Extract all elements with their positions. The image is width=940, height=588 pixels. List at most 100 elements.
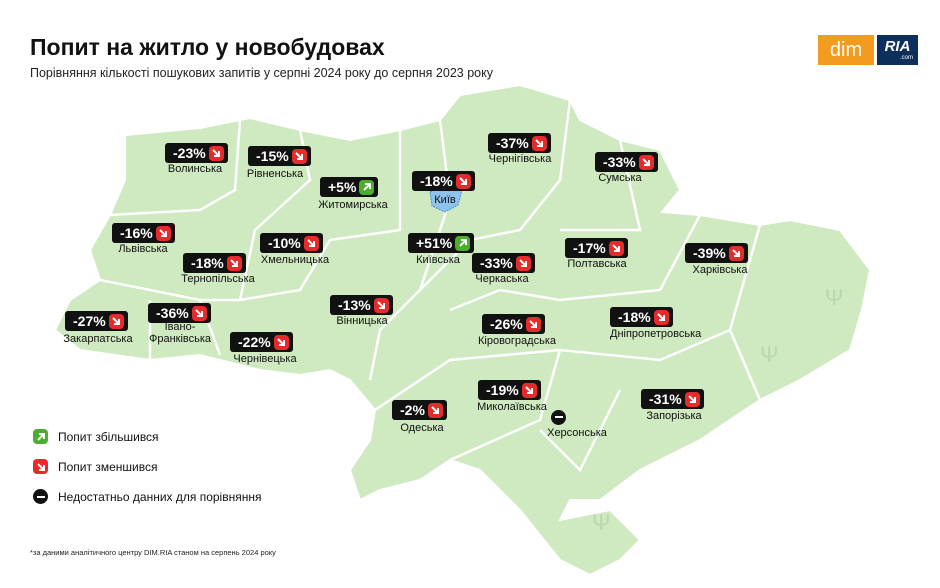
- trend-icon: [551, 409, 566, 425]
- trend-icon: [208, 145, 224, 161]
- change-badge: -13%: [330, 295, 393, 315]
- region-name: Дніпропетровська: [610, 328, 702, 340]
- arrow: [36, 495, 45, 498]
- arrow: [212, 149, 221, 157]
- region-name: Херсонська: [547, 427, 607, 439]
- trend-icon: [273, 334, 289, 350]
- region-name: Миколаївська: [477, 401, 547, 413]
- change-badge: +51%: [408, 233, 475, 253]
- region-name: Хмельницька: [260, 254, 330, 266]
- arrow: [459, 177, 468, 185]
- svg-text:Ψ: Ψ: [825, 285, 843, 310]
- trend-icon: [728, 245, 744, 261]
- arrow: [458, 239, 467, 247]
- change-badge: -19%: [478, 380, 541, 400]
- region-name: Волинська: [167, 163, 223, 175]
- region-name: Львівська: [118, 243, 168, 255]
- trend-icon: [108, 313, 124, 329]
- trend-icon: [525, 316, 541, 332]
- region-name: Харківська: [692, 264, 748, 276]
- region-name: Київ: [434, 194, 456, 206]
- arrow: [36, 432, 45, 441]
- change-badge: -15%: [248, 146, 311, 166]
- trend-icon: [191, 305, 207, 321]
- region-name: Рівненська: [246, 168, 304, 180]
- change-badge: -16%: [112, 223, 175, 243]
- region-borders: [99, 99, 762, 473]
- trend-icon: [531, 135, 547, 151]
- change-badge: -18%: [610, 307, 673, 327]
- trend-icon: [427, 402, 443, 418]
- trend-icon: [638, 154, 654, 170]
- region-name: Київська: [416, 254, 460, 266]
- legend-text: Попит зменшився: [58, 459, 158, 474]
- trend-icon: [373, 297, 389, 313]
- arrow: [688, 395, 697, 403]
- change-badge: -22%: [230, 332, 293, 352]
- arrow: [431, 406, 440, 414]
- region-name: Житомирська: [318, 199, 388, 211]
- arrow: [377, 301, 386, 309]
- trend-icon: [515, 255, 531, 271]
- change-badge: -10%: [260, 233, 323, 253]
- trend-icon: [33, 459, 48, 474]
- arrow: [159, 229, 168, 237]
- legend-text: Попит збільшився: [58, 429, 159, 444]
- arrow: [112, 317, 121, 325]
- region-name: Чернівецька: [233, 353, 297, 365]
- region-name: Тернопільська: [181, 273, 255, 285]
- change-badge: -33%: [472, 253, 535, 273]
- country-shape: [53, 83, 872, 577]
- arrow: [36, 462, 45, 471]
- arrow: [363, 183, 371, 191]
- region-name: Полтавська: [567, 258, 627, 270]
- subtitle: Порівняння кількості пошукових запитів у…: [30, 66, 493, 80]
- arrow: [657, 313, 666, 321]
- arrow: [519, 259, 528, 267]
- change-badge: -39%: [685, 243, 748, 263]
- change-badge: -27%: [65, 311, 128, 331]
- trident-icons: Ψ Ψ Ψ: [592, 285, 843, 535]
- legend-item: Недостатньо данних для порівняння: [33, 489, 261, 504]
- trend-icon: [303, 235, 319, 251]
- arrow: [554, 416, 563, 418]
- trend-icon: [684, 391, 700, 407]
- arrow: [529, 320, 538, 328]
- change-badge: -18%: [183, 253, 246, 273]
- arrow: [612, 244, 621, 252]
- trend-icon: [155, 225, 171, 241]
- legend-item: Попит зменшився: [33, 459, 157, 474]
- trend-icon: [653, 309, 669, 325]
- trend-icon: [33, 489, 48, 504]
- arrow: [535, 139, 544, 147]
- change-badge: -36%: [148, 303, 211, 323]
- svg-text:Ψ: Ψ: [592, 510, 610, 535]
- arrow: [230, 259, 239, 267]
- change-badge: -37%: [488, 133, 551, 153]
- region-name: Запорізька: [646, 410, 702, 422]
- trend-icon: [455, 235, 471, 251]
- region-name: Чернігівська: [488, 153, 552, 165]
- change-badge: -33%: [595, 152, 658, 172]
- arrow: [732, 249, 741, 257]
- arrow: [195, 309, 204, 317]
- trend-icon: [455, 173, 471, 189]
- legend-item: Попит збільшився: [33, 429, 159, 444]
- change-badge: -17%: [565, 238, 628, 258]
- region-name: Івано-Франківська: [148, 321, 212, 345]
- logo-dim: dim: [818, 35, 874, 65]
- region-name: Сумська: [598, 172, 642, 184]
- change-badge: -26%: [482, 314, 545, 334]
- trend-icon: [226, 255, 242, 271]
- region-name: Одеська: [400, 422, 444, 434]
- region-name: Черкаська: [475, 273, 529, 285]
- change-badge: -2%: [392, 400, 447, 420]
- svg-text:Ψ: Ψ: [760, 342, 778, 367]
- trend-icon: [291, 148, 307, 164]
- arrow: [295, 152, 304, 160]
- footnote: *за даними аналітичного центру DIM.RIA с…: [30, 548, 276, 557]
- region-name: Вінницька: [336, 315, 388, 327]
- region-name: Кіровоградська: [478, 335, 556, 347]
